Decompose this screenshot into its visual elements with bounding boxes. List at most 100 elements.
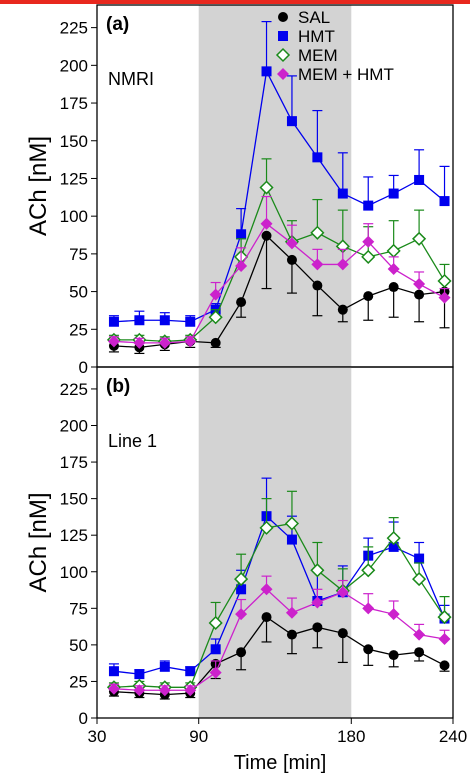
y-tick-label: 25 — [69, 672, 88, 691]
data-point — [184, 335, 197, 348]
data-point — [259, 180, 274, 195]
data-point — [208, 310, 223, 325]
panel-a: 0 25 50 75 100 125 150 175 200 225 ACh [nM] (a) NMRI… — [25, 4, 454, 377]
data-point — [210, 644, 221, 655]
x-axis-label: Time [min] — [234, 752, 327, 774]
data-point — [159, 661, 170, 672]
data-point — [413, 628, 426, 641]
data-point — [286, 629, 297, 640]
y-tick-label: 150 — [60, 490, 88, 509]
data-point — [285, 237, 298, 250]
y-tick-label: 100 — [60, 563, 88, 582]
data-point — [261, 66, 272, 77]
data-point — [158, 684, 171, 697]
x-axis: 30 90 180 240 — [88, 718, 467, 746]
y-tick-label: 25 — [69, 320, 88, 339]
data-point — [437, 610, 452, 625]
data-point — [286, 254, 297, 265]
data-point — [388, 541, 399, 552]
data-point — [363, 291, 374, 302]
x-tick-label: 30 — [88, 727, 107, 746]
x-tick-label: 90 — [189, 727, 208, 746]
shaded-region — [198, 367, 352, 718]
data-point — [261, 230, 272, 241]
data-point — [312, 622, 323, 633]
y-tick-label: 75 — [69, 245, 88, 264]
panel-b: 0 25 50 75 100 125 150 175 200 225 ACh [nM] (b) Line… — [25, 366, 454, 728]
legend-marker — [277, 68, 289, 80]
data-point — [413, 278, 426, 291]
x-tick-label: 180 — [337, 727, 365, 746]
legend-entry: MEM + HMT — [298, 65, 394, 84]
data-point — [184, 684, 197, 697]
data-point — [362, 235, 375, 248]
data-point — [388, 282, 399, 293]
y-tick-label: 175 — [60, 94, 88, 113]
y-tick-label: 0 — [79, 358, 88, 377]
panel-annotation: NMRI — [108, 69, 154, 89]
y-tick-label: 150 — [60, 132, 88, 151]
data-point — [361, 249, 376, 264]
legend-marker — [278, 31, 288, 41]
data-point — [208, 615, 223, 630]
x-tick-label: 240 — [439, 727, 467, 746]
data-point — [310, 225, 325, 240]
data-point — [437, 273, 452, 289]
data-point — [363, 644, 374, 655]
y-tick-label: 200 — [60, 417, 88, 436]
data-point — [107, 335, 120, 348]
data-point — [236, 297, 247, 308]
data-point — [134, 669, 145, 680]
top-accent-bar — [0, 0, 470, 4]
y-tick-label: 0 — [79, 709, 88, 728]
data-point — [312, 152, 323, 163]
data-point — [387, 608, 400, 621]
legend-entry: SAL — [298, 8, 330, 27]
data-point — [286, 116, 297, 127]
shaded-region — [198, 5, 352, 367]
data-point — [337, 188, 348, 199]
data-point — [158, 336, 171, 349]
data-point — [386, 531, 401, 546]
data-point — [362, 602, 375, 615]
data-point — [185, 666, 196, 677]
legend-entry: MEM — [298, 46, 338, 65]
data-point — [236, 229, 247, 240]
y-tick-label: 125 — [60, 169, 88, 188]
data-point — [210, 337, 221, 348]
data-point — [414, 174, 425, 185]
data-point — [336, 586, 349, 599]
legend-marker — [275, 47, 291, 63]
y-tick-label: 50 — [69, 283, 88, 302]
data-point — [209, 666, 222, 679]
data-point — [414, 647, 425, 658]
data-point — [286, 534, 297, 545]
data-point — [209, 288, 222, 301]
data-point — [311, 258, 324, 271]
panel-annotation: Line 1 — [108, 431, 157, 451]
legend-entry: HMT — [298, 27, 335, 46]
data-point — [414, 289, 425, 300]
y-tick-label: 175 — [60, 453, 88, 472]
data-point — [312, 280, 323, 291]
y-axis-label: ACh [nM] — [25, 136, 52, 236]
data-point — [337, 628, 348, 639]
data-point — [107, 682, 120, 695]
y-tick-label: 50 — [69, 636, 88, 655]
data-point — [260, 583, 273, 596]
data-point — [388, 650, 399, 661]
data-point — [133, 336, 146, 349]
data-point — [438, 291, 451, 304]
data-point — [108, 666, 119, 677]
data-point — [235, 259, 248, 272]
y-tick-label: 75 — [69, 599, 88, 618]
y-tick-label: 200 — [60, 56, 88, 75]
data-point — [261, 612, 272, 623]
data-point — [236, 584, 247, 595]
legend-marker — [278, 12, 288, 22]
data-point — [234, 572, 249, 587]
plot-frame — [96, 366, 454, 719]
data-point — [260, 217, 273, 230]
